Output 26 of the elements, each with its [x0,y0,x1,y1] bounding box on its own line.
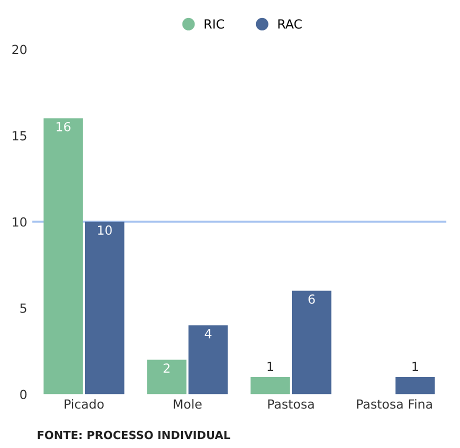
y-tick-label: 15 [12,131,26,140]
legend-label: RAC [278,19,302,29]
y-tick-label: 20 [12,44,27,54]
bar [292,290,332,394]
data-label: 10 [98,225,112,235]
y-tick-label: 5 [20,304,26,313]
x-tick-label: Mole [174,399,202,409]
x-tick-label: Pastosa [268,399,314,409]
data-label: 1 [412,362,418,371]
source-note: FONTE: PROCESSO INDIVIDUAL [38,430,230,440]
legend-label: RIC [204,19,224,29]
data-label: 4 [204,329,212,338]
x-tick-label: Pastosa Fina [357,399,432,409]
y-tick-label: 10 [12,217,27,227]
bar [84,222,124,394]
bar [147,360,186,394]
x-tick-label: Picado [64,399,104,409]
bar [395,376,435,394]
bar [250,376,290,394]
data-label: 1 [268,362,274,371]
y-tick-label: 0 [20,390,27,400]
data-label: 16 [56,122,70,132]
bar [44,118,83,394]
data-label: 6 [308,294,315,304]
data-label: 2 [164,363,170,373]
bar [188,325,228,394]
